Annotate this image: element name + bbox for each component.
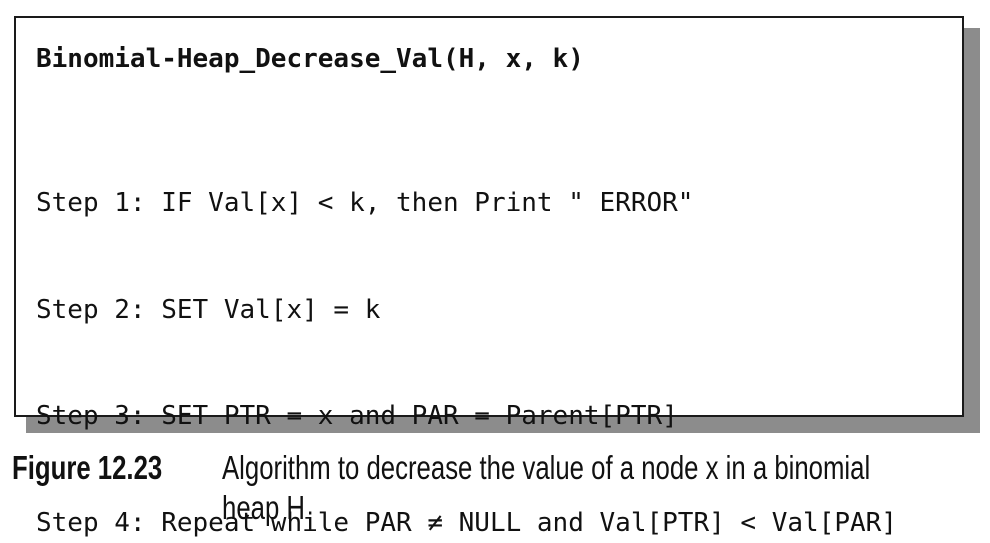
- algorithm-title: Binomial-Heap_Decrease_Val(H, x, k): [36, 44, 584, 74]
- figure-description-line: heap H: [222, 489, 306, 526]
- algorithm-step: Step 2: SET Val[x] = k: [36, 294, 381, 325]
- figure-label: Figure 12.23: [12, 449, 163, 486]
- algorithm-steps: Step 1: IF Val[x] < k, then Print " ERRO…: [36, 115, 897, 543]
- algorithm-step: Step 3: SET PTR = x and PAR = Parent[PTR…: [36, 401, 678, 431]
- algorithm-step: Step 4: Repeat while PAR ≠ NULL and Val[…: [36, 507, 897, 538]
- figure-description-line: Algorithm to decrease the value of a nod…: [222, 449, 871, 486]
- figure-description: Algorithm to decrease the value of a nod…: [222, 448, 990, 528]
- algorithm-box: Binomial-Heap_Decrease_Val(H, x, k) Step…: [14, 16, 964, 538]
- algorithm-step: Step 1: IF Val[x] < k, then Print " ERRO…: [36, 188, 694, 218]
